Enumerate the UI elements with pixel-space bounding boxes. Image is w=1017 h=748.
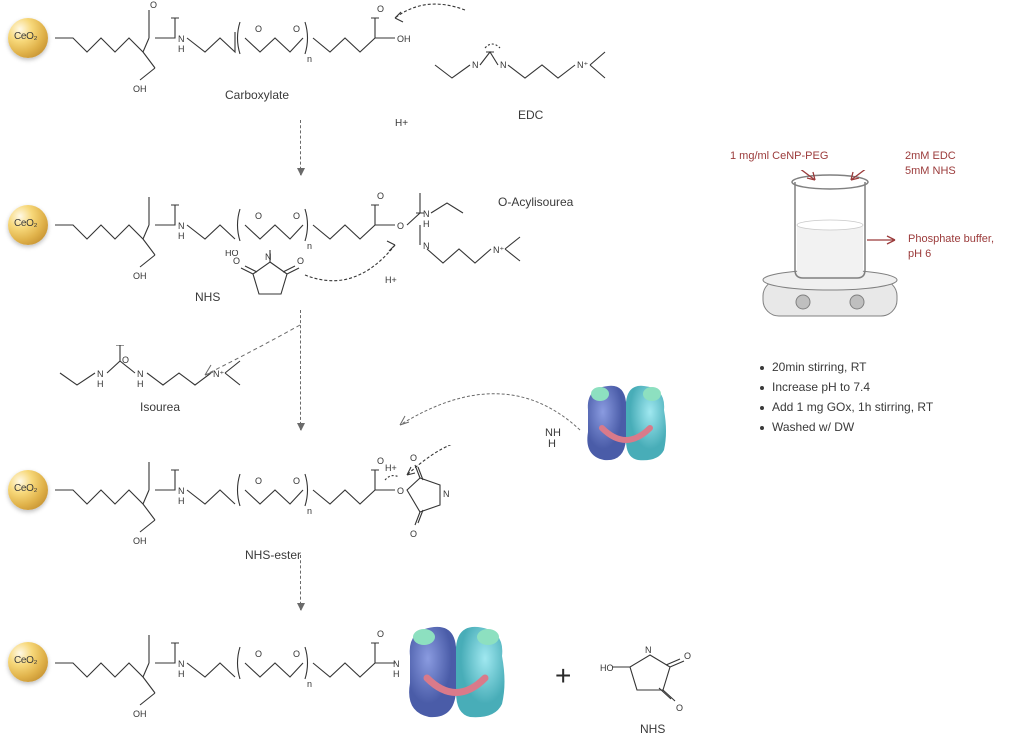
svg-text:OH: OH: [397, 34, 411, 44]
svg-text:N: N: [97, 369, 104, 379]
protein-gox-2: [400, 620, 512, 726]
annot-edc: 2mM EDC: [905, 150, 956, 162]
svg-text:n: n: [307, 54, 312, 64]
chem-nhs: N HO O O: [225, 250, 320, 330]
svg-text:N: N: [645, 645, 652, 655]
svg-text:O: O: [255, 649, 262, 659]
svg-text:H: H: [178, 231, 185, 241]
label-edc: EDC: [518, 108, 543, 122]
ceo2-label-1: CeO₂: [14, 31, 37, 42]
svg-text:O: O: [150, 0, 157, 10]
amine-attack-arrow: [395, 370, 595, 460]
beaker-stirrer: [755, 170, 905, 330]
svg-text:H+: H+: [385, 463, 397, 473]
label-carboxylate: Carboxylate: [225, 88, 289, 102]
bullet-4: Washed w/ DW: [760, 420, 933, 434]
step-arrow-3: [300, 555, 301, 610]
svg-text:O: O: [676, 703, 683, 713]
svg-text:O: O: [397, 486, 404, 496]
label-hplus-1: H+: [395, 118, 408, 129]
svg-text:O: O: [293, 24, 300, 34]
svg-text:O: O: [410, 529, 417, 539]
svg-text:n: n: [307, 679, 312, 689]
svg-text:O: O: [255, 476, 262, 486]
chem-nhs-ester: OH N H n O O O O O O N H+: [55, 445, 500, 565]
plus-sign: +: [555, 660, 571, 692]
annot-nhs: 5mM NHS: [905, 165, 956, 177]
svg-text:H: H: [393, 669, 400, 679]
annot-buffer-2: pH 6: [908, 248, 931, 260]
svg-text:N: N: [178, 659, 185, 669]
ceo2-label-2: CeO₂: [14, 218, 37, 229]
svg-text:N: N: [472, 60, 479, 70]
svg-text:H: H: [97, 379, 104, 389]
procedure-bullets: 20min stirring, RT Increase pH to 7.4 Ad…: [760, 360, 933, 440]
svg-text:O: O: [255, 24, 262, 34]
svg-text:H: H: [178, 496, 185, 506]
svg-text:H+: H+: [385, 275, 397, 285]
label-nhs: NHS: [195, 290, 220, 304]
svg-text:N: N: [423, 241, 430, 251]
svg-text:O: O: [293, 476, 300, 486]
svg-text:n: n: [307, 506, 312, 516]
ceo2-label-3: CeO₂: [14, 483, 37, 494]
svg-text:N⁺: N⁺: [577, 60, 588, 70]
svg-text:O: O: [397, 221, 404, 231]
svg-text:OH: OH: [133, 271, 147, 281]
label-nhs-ester: NHS-ester: [245, 548, 301, 562]
svg-text:N: N: [500, 60, 507, 70]
step-arrow-2: [300, 310, 301, 430]
svg-text:O: O: [377, 191, 384, 201]
svg-text:O: O: [297, 256, 304, 266]
chem-nhs-byproduct: N HO O O: [600, 635, 710, 725]
svg-text:O: O: [377, 456, 384, 466]
svg-text:OH: OH: [133, 709, 147, 719]
label-isourea: Isourea: [140, 400, 180, 414]
svg-text:O: O: [377, 629, 384, 639]
ceo2-label-4: CeO₂: [14, 655, 37, 666]
svg-text:N: N: [443, 489, 450, 499]
svg-text:H: H: [137, 379, 144, 389]
annot-buffer-1: Phosphate buffer,: [908, 233, 994, 245]
branch-arrow-isourea: [195, 320, 315, 390]
svg-text:O: O: [293, 211, 300, 221]
svg-text:N: N: [178, 221, 185, 231]
svg-text:N: N: [178, 486, 185, 496]
svg-text:H: H: [178, 44, 185, 54]
svg-text:N⁺: N⁺: [493, 245, 504, 255]
svg-text:OH: OH: [133, 536, 147, 546]
svg-text:N: N: [423, 209, 430, 219]
svg-text:O: O: [233, 256, 240, 266]
svg-text:H: H: [423, 219, 430, 229]
step-arrow-1: [300, 120, 301, 175]
svg-text:HO: HO: [600, 663, 614, 673]
svg-text:O: O: [255, 211, 262, 221]
bullet-2: Increase pH to 7.4: [760, 380, 933, 394]
svg-text:N: N: [393, 659, 400, 669]
label-oacylisourea: O-Acylisourea: [498, 195, 573, 209]
chem-final-conjugate: OH N H n O O O N H: [55, 618, 415, 733]
svg-text:N: N: [137, 369, 144, 379]
label-nhs-byproduct: NHS: [640, 722, 665, 736]
svg-text:O: O: [293, 649, 300, 659]
svg-text:OH: OH: [133, 84, 147, 94]
svg-text:N: N: [178, 34, 185, 44]
bullet-1: 20min stirring, RT: [760, 360, 933, 374]
annot-cenp-peg: 1 mg/ml CeNP-PEG: [730, 150, 828, 162]
chem-edc: N N N⁺: [430, 40, 660, 120]
svg-text:O: O: [377, 4, 384, 14]
bullet-3: Add 1 mg GOx, 1h stirring, RT: [760, 400, 933, 414]
svg-text:O: O: [684, 651, 691, 661]
svg-text:H: H: [178, 669, 185, 679]
